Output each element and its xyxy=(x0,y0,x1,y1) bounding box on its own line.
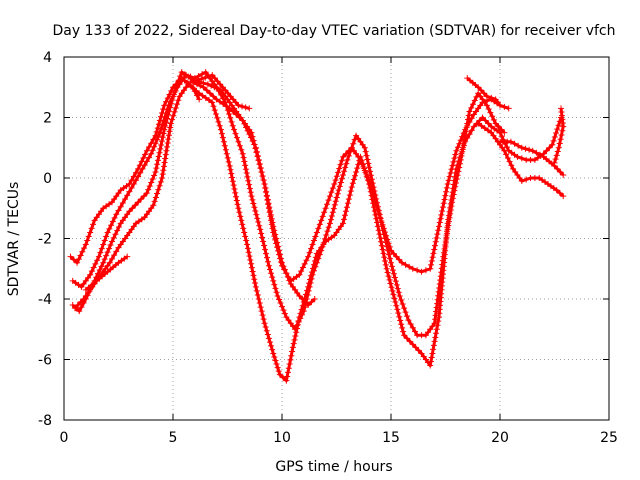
grid-lines xyxy=(64,57,609,420)
y-tick-label: -2 xyxy=(38,232,52,248)
series-track-10 xyxy=(497,138,567,178)
series-track-1 xyxy=(67,75,203,266)
y-axis-label: SDTVAR / TECUs xyxy=(6,182,22,297)
x-tick-label: 25 xyxy=(600,430,618,446)
y-tick-label: -6 xyxy=(38,353,52,369)
x-tick-label: 10 xyxy=(273,430,291,446)
series-track-9 xyxy=(475,120,567,200)
y-tick-label: 2 xyxy=(43,111,52,127)
data-series xyxy=(67,69,567,384)
series-track-4 xyxy=(71,81,565,384)
x-tick-label: 0 xyxy=(60,430,69,446)
series-track-7 xyxy=(191,72,253,112)
series-track-6 xyxy=(187,78,318,309)
y-tick-label: 0 xyxy=(43,171,52,187)
x-tick-label: 5 xyxy=(169,430,178,446)
series-track-11 xyxy=(551,105,567,166)
y-tick-label: -4 xyxy=(38,292,52,308)
series-track-8 xyxy=(464,75,503,109)
series-track-2 xyxy=(69,69,512,315)
x-axis-label: GPS time / hours xyxy=(275,459,392,475)
chart-title: Day 133 of 2022, Sidereal Day-to-day VTE… xyxy=(52,23,615,39)
series-track-5 xyxy=(82,253,131,293)
x-tick-label: 15 xyxy=(382,430,400,446)
axis-ticks: 0 5 10 15 20 25 -8 -6 -4 -2 0 2 4 xyxy=(38,50,618,446)
y-tick-label: 4 xyxy=(43,50,52,66)
x-tick-label: 20 xyxy=(491,430,509,446)
y-tick-label: -8 xyxy=(38,413,52,429)
